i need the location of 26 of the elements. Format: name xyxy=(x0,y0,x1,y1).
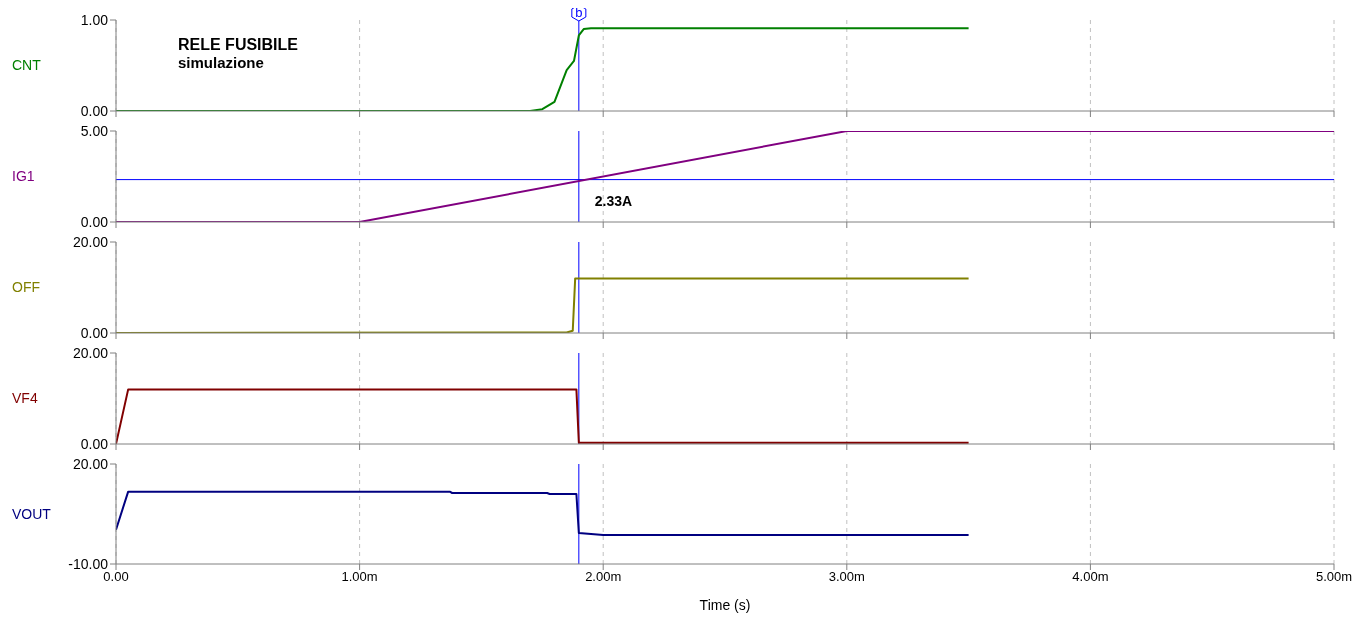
annotation: 2.33A xyxy=(594,192,633,209)
y-tick-label: 0.00 xyxy=(80,435,109,452)
x-tick-label: 3.00m xyxy=(828,569,865,585)
x-tick-label: 1.00m xyxy=(341,569,378,585)
y-tick-label: -10.00 xyxy=(68,555,109,572)
y-tick-label: 1.00 xyxy=(80,11,109,28)
x-tick-label: 0.00 xyxy=(103,569,129,585)
y-tick-label: 0.00 xyxy=(80,213,109,230)
y-axis-title: IG1 xyxy=(12,168,35,185)
y-tick-label: 5.00 xyxy=(80,122,109,139)
y-tick-label: 20.00 xyxy=(72,233,109,250)
y-tick-label: 20.00 xyxy=(72,344,109,361)
x-tick-label: 5.00m xyxy=(1315,569,1353,585)
text: simulazione xyxy=(178,54,265,71)
x-tick-label: 2.00m xyxy=(585,569,622,585)
x-axis-title: Time (s) xyxy=(699,597,751,613)
x-tick-label: 4.00m xyxy=(1072,569,1109,585)
y-axis-title: CNT xyxy=(12,57,42,74)
y-axis-title: VOUT xyxy=(12,505,52,522)
y-tick-label: 20.00 xyxy=(72,455,109,472)
text: RELE FUSIBILE xyxy=(178,36,299,54)
y-tick-label: 0.00 xyxy=(80,102,109,119)
y-axis-title: OFF xyxy=(12,279,40,296)
ref-line-label: b xyxy=(575,5,583,20)
y-tick-label: 0.00 xyxy=(80,324,109,341)
y-axis-title: VF4 xyxy=(12,390,38,407)
